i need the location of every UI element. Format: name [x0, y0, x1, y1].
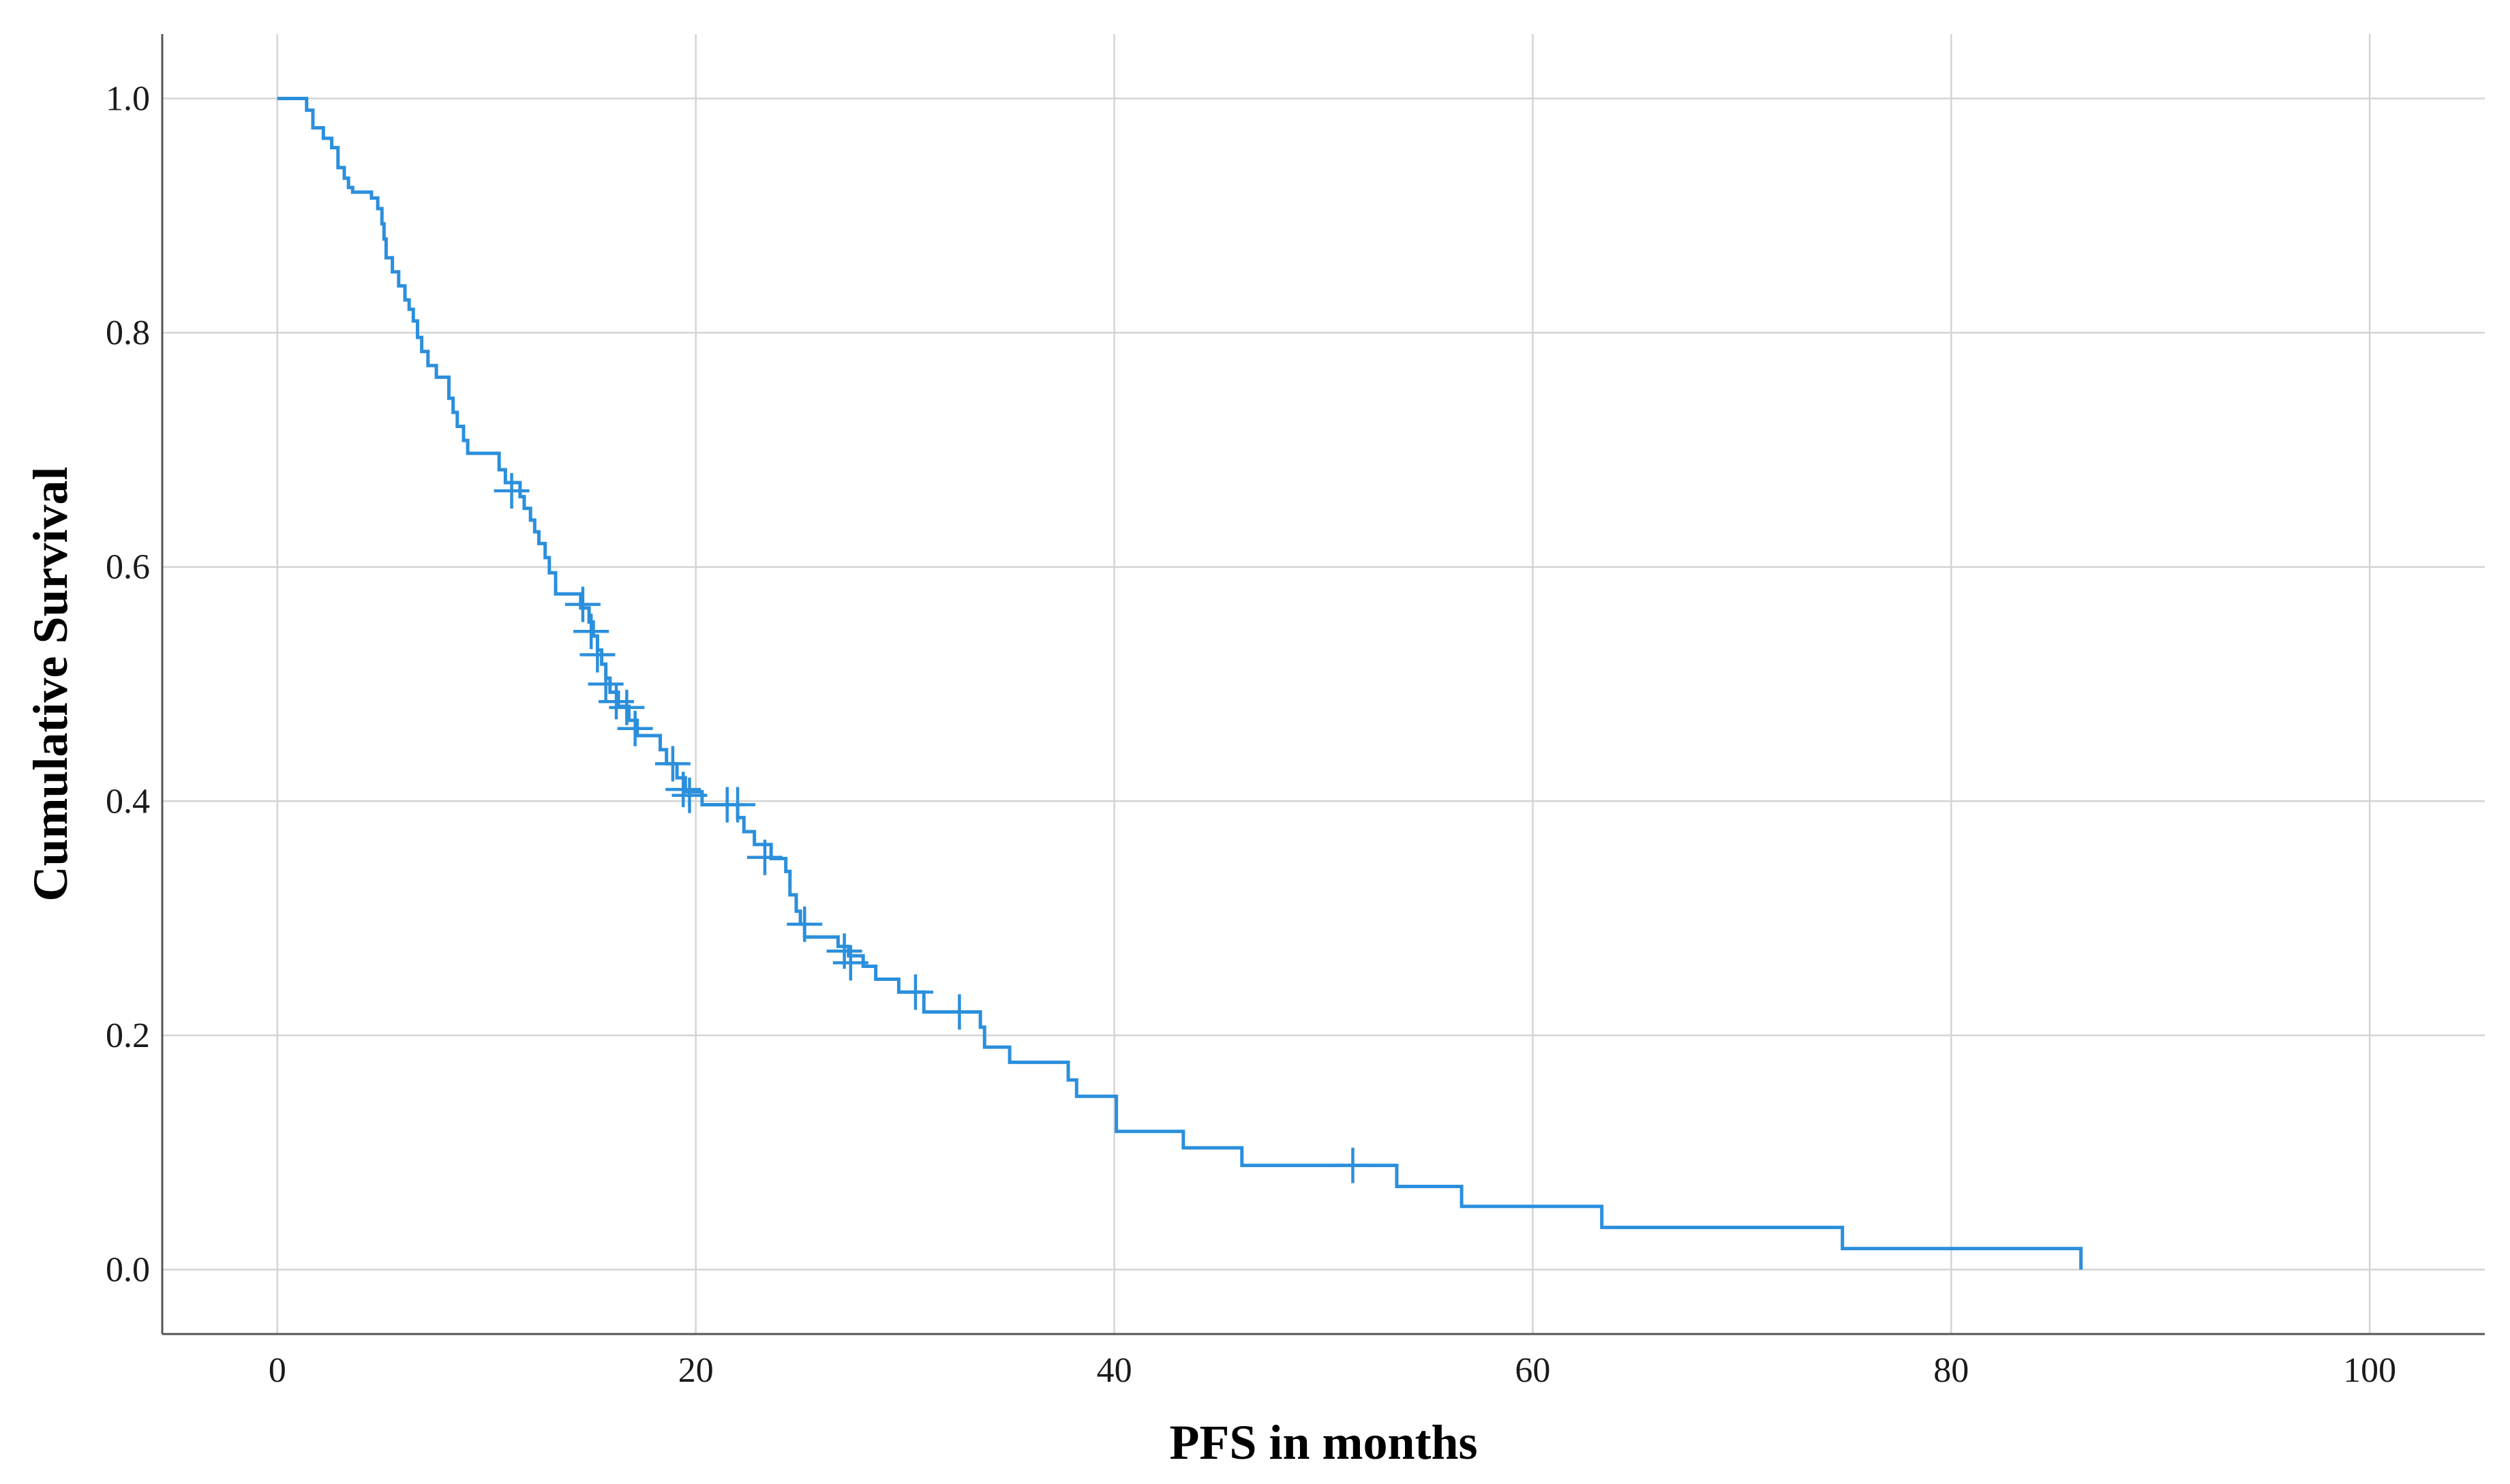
censor-mark — [897, 974, 933, 1010]
y-tick-label: 0.4 — [106, 782, 150, 821]
gridlines — [162, 34, 2485, 1334]
y-tick-label: 0.2 — [106, 1016, 150, 1055]
x-tick-label: 80 — [1933, 1351, 1969, 1390]
censor-mark — [671, 777, 708, 813]
censor-mark — [832, 945, 868, 981]
tick-labels: 0 20 40 60 80 100 0.0 0.2 0.4 0.6 0.8 1.0 — [106, 79, 2396, 1390]
axes — [161, 34, 2485, 1335]
censor-mark — [579, 637, 616, 673]
censor-mark — [654, 746, 691, 782]
x-tick-label: 20 — [678, 1351, 714, 1390]
censor-mark — [746, 839, 783, 875]
x-tick-label: 100 — [2343, 1351, 2396, 1390]
censor-marks — [494, 473, 1371, 1183]
censor-mark — [720, 787, 756, 823]
survival-curve — [277, 96, 2083, 1270]
x-axis-title: PFS in months — [1169, 1415, 1477, 1470]
y-tick-label: 0.0 — [106, 1251, 150, 1290]
censor-mark — [617, 710, 653, 746]
censor-mark — [941, 994, 978, 1030]
censor-mark — [564, 586, 601, 622]
censor-mark — [665, 772, 701, 808]
y-tick-label: 1.0 — [106, 79, 150, 118]
x-tick-label: 40 — [1097, 1351, 1132, 1390]
censor-mark — [609, 689, 645, 725]
censor-mark — [573, 614, 609, 650]
y-tick-label: 0.8 — [106, 314, 150, 352]
y-tick-label: 0.6 — [106, 548, 150, 587]
censor-mark — [787, 906, 823, 942]
x-tick-label: 60 — [1515, 1351, 1550, 1390]
survival-step-line — [277, 96, 2083, 1270]
x-tick-label: 0 — [269, 1351, 286, 1390]
y-axis-title: Cumulative Survival — [23, 466, 78, 901]
censor-mark — [1335, 1147, 1371, 1183]
censor-mark — [494, 473, 530, 509]
